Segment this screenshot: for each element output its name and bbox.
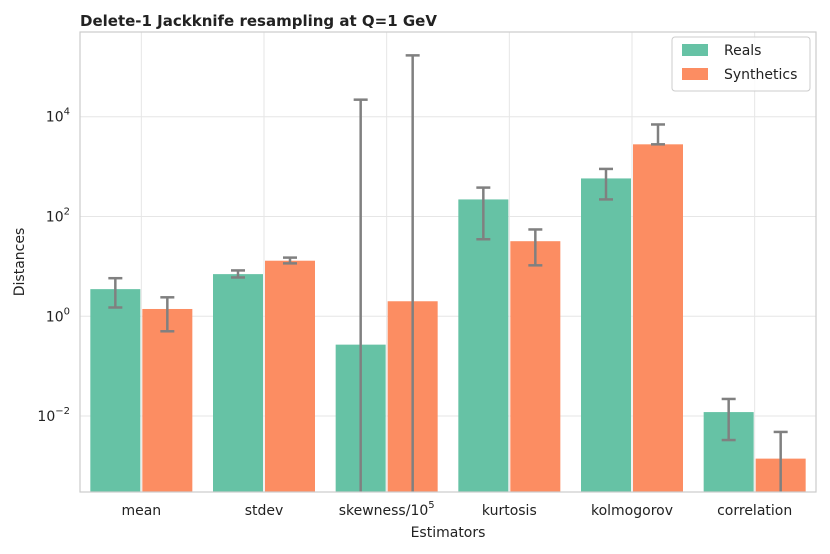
x-tick-label: correlation xyxy=(717,503,792,519)
legend-swatch-synthetics xyxy=(682,68,708,80)
bar-reals xyxy=(581,178,631,492)
y-tick-labels: 10−2 100 102 104 xyxy=(37,107,70,425)
chart-title: Delete-1 Jackknife resampling at Q=1 GeV xyxy=(80,12,437,30)
bar-reals xyxy=(458,199,509,492)
grid xyxy=(80,32,816,492)
x-tick-label: stdev xyxy=(245,503,284,519)
x-tick-label: kurtosis xyxy=(482,503,537,519)
x-axis-label: Estimators xyxy=(411,525,486,541)
bar-reals xyxy=(213,274,263,492)
x-tick-label: mean xyxy=(121,503,161,519)
legend: Reals Synthetics xyxy=(671,36,811,92)
y-tick-label: 100 xyxy=(46,306,70,325)
bar-synthetics xyxy=(633,144,683,492)
x-tick-label: skewness/105 xyxy=(339,500,435,519)
y-axis-label: Distances xyxy=(12,228,28,297)
y-tick-label: 10−2 xyxy=(37,406,70,425)
legend-label-synthetics: Synthetics xyxy=(724,67,797,83)
plot-frame xyxy=(79,31,817,493)
x-tick-label: kolmogorov xyxy=(591,503,673,519)
bar-synthetics xyxy=(265,260,315,492)
bar-reals xyxy=(90,289,141,492)
bars xyxy=(90,144,806,492)
bar-synthetics xyxy=(142,308,193,492)
legend-label-reals: Reals xyxy=(724,43,761,59)
y-tick-label: 104 xyxy=(46,107,70,126)
error-bars xyxy=(108,54,788,492)
x-tick-labels: mean stdev skewness/105 kurtosis kolmogorov c… xyxy=(121,500,792,519)
bar-synthetics xyxy=(510,241,561,492)
legend-swatch-reals xyxy=(682,44,708,56)
y-tick-label: 102 xyxy=(46,207,70,226)
